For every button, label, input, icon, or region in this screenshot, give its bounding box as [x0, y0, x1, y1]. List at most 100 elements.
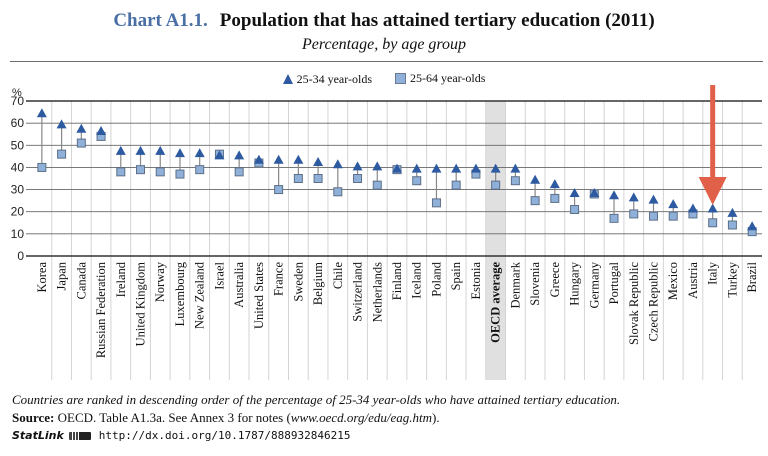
marker-25-64-23 [491, 180, 501, 190]
x-tick-label: United Kingdom [134, 262, 148, 347]
x-tick-label: Greece [548, 262, 562, 298]
statlink-url[interactable]: http://dx.doi.org/10.1787/888932846215 [98, 429, 351, 442]
chart-number: Chart A1.1. [113, 10, 208, 31]
marker-25-34-30 [628, 192, 639, 202]
x-tick-label: Slovak Republic [627, 262, 641, 345]
marker-25-64-17 [372, 180, 382, 190]
x-tick-label: Iceland [410, 261, 424, 299]
triangle-marker-icon [282, 74, 293, 84]
y-tick-label: 30 [11, 183, 25, 197]
marker-25-34-36 [747, 221, 758, 231]
x-tick-label: Canada [74, 262, 88, 300]
x-tick-label: Finland [390, 261, 404, 300]
marker-25-34-3 [96, 126, 107, 135]
marker-25-64-16 [353, 174, 363, 183]
marker-25-34-31 [648, 194, 659, 204]
x-tick-label: Portugal [607, 261, 621, 304]
marker-25-64-26 [550, 193, 560, 203]
marker-25-34-15 [332, 159, 343, 169]
x-tick-label: Belgium [311, 262, 325, 305]
x-tick-label: Luxembourg [173, 261, 187, 326]
x-tick-label: Norway [153, 261, 167, 302]
title-divider [10, 61, 763, 62]
x-tick-label: Italy [706, 261, 720, 285]
x-tick-label: Netherlands [370, 262, 384, 323]
y-tick-label: 60 [11, 116, 25, 130]
marker-25-34-5 [135, 145, 146, 155]
x-tick-label: Korea [35, 262, 49, 293]
arrow-shaft [710, 85, 716, 177]
marker-25-34-2 [76, 123, 87, 133]
red-arrow-icon [698, 85, 727, 205]
x-tick-label: Ireland [114, 261, 128, 297]
marker-25-34-12 [273, 154, 284, 164]
x-tick-label: Australia [232, 262, 246, 308]
x-tick-label: Switzerland [351, 261, 365, 321]
marker-25-34-10 [234, 150, 245, 160]
marker-25-64-12 [274, 185, 284, 195]
marker-25-34-0 [36, 108, 47, 118]
source-line: Source: OECD. Table A1.3a. See Annex 3 f… [12, 410, 440, 426]
highlight-band [485, 101, 506, 380]
x-tick-label: Chile [331, 262, 345, 290]
x-tick-label: Russian Federation [94, 261, 108, 358]
chart-subtitle: Percentage, by age group [301, 36, 467, 53]
marker-25-34-26 [549, 179, 560, 189]
marker-25-34-11 [253, 154, 264, 164]
marker-25-34-19 [411, 163, 422, 173]
x-tick-label: United States [252, 262, 266, 329]
marker-25-34-33 [687, 203, 698, 213]
marker-25-34-14 [313, 157, 324, 166]
marker-25-34-27 [569, 188, 580, 197]
x-tick-label: Mexico [666, 262, 680, 300]
square-marker-icon [395, 73, 406, 84]
marker-25-64-7 [175, 169, 185, 179]
x-tick-label: Sweden [291, 261, 305, 301]
marker-25-64-34 [708, 218, 718, 228]
legend-label-young: 25-34 year-olds [296, 71, 372, 86]
marker-25-34-16 [352, 161, 363, 171]
x-tick-label: Poland [429, 261, 443, 296]
y-tick-label: 10 [11, 227, 25, 241]
marker-25-34-25 [530, 174, 541, 184]
marker-25-64-13 [293, 174, 303, 183]
marker-25-34-24 [510, 163, 521, 173]
marker-25-64-4 [116, 167, 126, 177]
marker-25-34-28 [589, 188, 600, 197]
marker-25-64-29 [609, 213, 619, 223]
marker-25-34-20 [431, 163, 442, 173]
marker-25-34-29 [609, 190, 620, 200]
marker-25-64-21 [451, 180, 461, 190]
marker-25-34-6 [155, 145, 166, 155]
x-tick-label: Denmark [508, 261, 522, 308]
chart-title-text: Population that has attained tertiary ed… [219, 10, 655, 31]
marker-25-64-1 [57, 149, 67, 159]
footnote: Countries are ranked in descending order… [12, 392, 621, 407]
marker-25-34-18 [392, 163, 402, 173]
y-tick-label: 50 [11, 138, 25, 152]
statlink-line: StatLink http://dx.doi.org/10.1787/88893… [12, 429, 350, 442]
marker-25-34-23 [490, 163, 501, 173]
marker-25-34-13 [293, 154, 304, 164]
source-link[interactable]: www.oecd.org/edu/eag.htm [290, 410, 432, 425]
marker-25-64-30 [629, 209, 639, 219]
marker-25-64-27 [570, 205, 580, 214]
x-tick-label: Germany [587, 261, 601, 308]
x-tick-label: Israel [212, 261, 226, 289]
marker-25-34-8 [194, 148, 205, 158]
marker-25-34-4 [115, 145, 126, 155]
x-tick-label: Brazil [745, 261, 759, 292]
marker-25-34-32 [668, 199, 679, 209]
marker-25-34-21 [451, 163, 462, 173]
marker-25-64-14 [313, 174, 323, 183]
source-end: ). [431, 410, 440, 425]
marker-25-64-20 [431, 198, 441, 208]
marker-25-34-22 [470, 163, 481, 173]
marker-25-64-2 [76, 138, 86, 148]
marker-25-64-32 [668, 211, 678, 221]
marker-25-64-10 [234, 167, 244, 177]
marker-25-34-7 [174, 148, 185, 158]
marker-25-34-34 [707, 203, 718, 213]
marker-25-64-35 [727, 220, 737, 230]
x-tick-label: France [272, 262, 286, 296]
